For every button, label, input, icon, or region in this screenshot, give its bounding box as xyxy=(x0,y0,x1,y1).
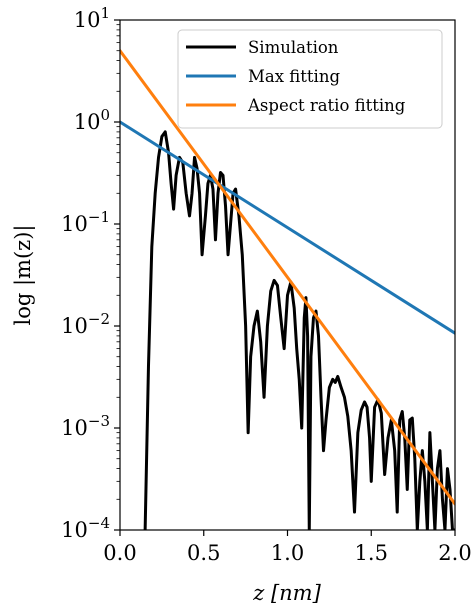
x-tick-label: 1.5 xyxy=(355,541,388,565)
y-tick-label: 10−4 xyxy=(61,514,110,542)
y-axis-ticks: 101 100 10−1 10−2 10−3 10−4 xyxy=(61,4,120,542)
y-axis-label: log |m(z)| xyxy=(11,225,36,326)
x-tick-label: 0.0 xyxy=(103,541,136,565)
x-tick-label: 1.0 xyxy=(271,541,304,565)
legend-box xyxy=(177,29,443,129)
x-tick-label: 0.5 xyxy=(187,541,220,565)
y-tick-label: 10−1 xyxy=(61,208,110,236)
x-axis-label: z [nm] xyxy=(252,581,321,605)
legend-label-max-fitting: Max fitting xyxy=(248,67,340,86)
y-tick-label: 100 xyxy=(74,106,110,134)
series-line-max-fitting xyxy=(120,120,455,335)
y-tick-label: 10−2 xyxy=(61,310,110,338)
legend-label-simulation: Simulation xyxy=(248,38,339,57)
x-tick-label: 2.0 xyxy=(438,541,471,565)
series-line-aspect-ratio-fitting xyxy=(120,49,455,506)
series-layer xyxy=(120,49,455,530)
y-tick-label: 101 xyxy=(74,4,110,32)
legend-label-aspect-ratio-fitting: Aspect ratio fitting xyxy=(247,96,406,115)
legend: Simulation Max fitting Aspect ratio fitt… xyxy=(177,29,443,129)
y-tick-label: 10−3 xyxy=(61,412,110,440)
x-axis-ticks: 0.0 0.5 1.0 1.5 2.0 xyxy=(103,530,472,565)
series-line-simulation xyxy=(143,130,455,530)
